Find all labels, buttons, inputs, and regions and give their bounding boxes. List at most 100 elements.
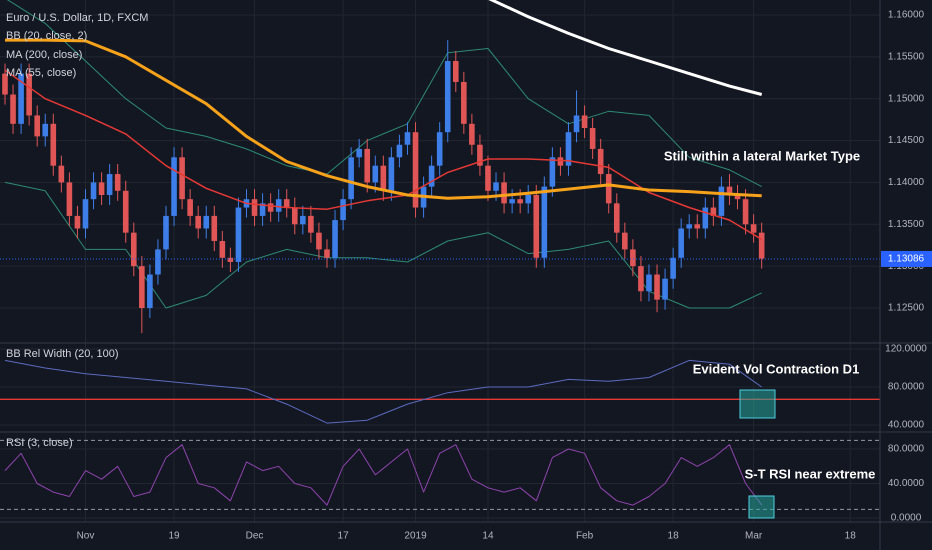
candle-body xyxy=(187,199,193,216)
candle-body xyxy=(541,186,548,258)
candle-body xyxy=(613,203,620,233)
candle-body xyxy=(130,232,137,267)
candle-body xyxy=(227,257,234,262)
candle-body xyxy=(364,148,371,183)
candle-body xyxy=(316,232,322,250)
candle-body xyxy=(114,174,121,191)
y-tick-label: 1.16000 xyxy=(888,10,925,21)
x-tick-label: 18 xyxy=(845,531,857,542)
y-tick-label: 1.14000 xyxy=(888,177,925,188)
candle-body xyxy=(444,61,451,133)
candle-body xyxy=(98,182,105,195)
candle-body xyxy=(517,199,523,204)
candle-body xyxy=(396,144,403,158)
candle-body xyxy=(26,73,32,116)
annotation: S-T RSI near extreme xyxy=(745,466,876,481)
x-tick-label: 17 xyxy=(338,531,350,542)
y-tick-label: 1.14500 xyxy=(888,135,925,146)
candle-body xyxy=(90,182,97,200)
candle-body xyxy=(726,186,733,195)
candle-body xyxy=(203,215,210,229)
legend-entry: MA (200, close) xyxy=(6,49,82,61)
y-tick-label: 1.13500 xyxy=(888,219,925,230)
candle-body xyxy=(42,123,49,137)
candle-body xyxy=(106,174,113,195)
candle-body xyxy=(251,199,258,216)
x-tick-label: 19 xyxy=(168,531,180,542)
candle-body xyxy=(686,224,693,229)
x-tick-label: Dec xyxy=(246,531,264,542)
candle-body xyxy=(589,128,596,149)
indicator-line xyxy=(4,359,762,424)
candle-body xyxy=(66,182,73,216)
chart-title: Euro / U.S. Dollar, 1D, FXCM xyxy=(6,12,148,24)
candle-body xyxy=(308,215,314,233)
candle-body xyxy=(702,207,709,229)
pane-title: BB Rel Width (20, 100) xyxy=(6,348,119,360)
highlight-box xyxy=(739,389,776,419)
candle-body xyxy=(573,115,580,133)
candle-body xyxy=(718,186,725,216)
plot xyxy=(0,0,880,510)
candle-body xyxy=(356,148,362,158)
candle-body xyxy=(662,278,668,300)
candle-body xyxy=(710,207,717,216)
candle-body xyxy=(557,157,564,166)
candle-body xyxy=(211,215,218,242)
candle-body xyxy=(283,199,290,208)
y-tick-label: 40.0000 xyxy=(888,478,925,489)
candle-body xyxy=(533,194,540,258)
y-tick-label: 1.15000 xyxy=(888,93,925,104)
candle-body xyxy=(565,132,572,166)
candle-body xyxy=(404,132,411,145)
candle-body xyxy=(461,81,467,124)
candle-body xyxy=(348,157,354,200)
candle-body xyxy=(171,157,177,216)
candle-body xyxy=(622,232,628,250)
candle-body xyxy=(74,215,81,229)
candle-body xyxy=(742,199,749,225)
candle-body xyxy=(50,123,57,166)
candle-body xyxy=(694,224,701,229)
candle-body xyxy=(605,174,612,204)
candle-body xyxy=(646,274,652,292)
legend-entry: MA (55, close) xyxy=(6,67,76,79)
candle-body xyxy=(630,249,636,267)
candle-body xyxy=(10,94,16,124)
candle-body xyxy=(509,199,515,204)
candle-body xyxy=(372,165,379,183)
candle-body xyxy=(163,215,169,250)
candle-body xyxy=(18,73,24,124)
y-tick-label: 40.0000 xyxy=(888,420,925,431)
pane-title: RSI (3, close) xyxy=(6,437,73,449)
candle-body xyxy=(179,157,185,200)
y-tick-label: 80.0000 xyxy=(888,382,925,393)
last-price-tag xyxy=(881,250,932,267)
candle-body xyxy=(291,207,298,225)
candle-body xyxy=(758,232,765,259)
candle-body xyxy=(219,241,226,258)
y-tick-label: 120.0000 xyxy=(885,344,927,355)
candle-body xyxy=(139,266,145,309)
candle-body xyxy=(469,123,475,145)
indicator-line xyxy=(4,444,763,506)
last-price-label: 1.13086 xyxy=(888,254,925,265)
candle-body xyxy=(477,144,483,166)
candle-body xyxy=(122,190,129,233)
candle-body xyxy=(259,203,266,216)
x-tick-label: Mar xyxy=(745,531,763,542)
candle-body xyxy=(34,115,40,137)
candle-body xyxy=(235,207,242,262)
highlight-box xyxy=(748,495,775,519)
candle-body xyxy=(267,203,274,212)
legend-entry: BB (20, close, 2) xyxy=(6,30,87,42)
candle-body xyxy=(493,182,499,191)
candle-body xyxy=(195,215,201,229)
y-tick-label: 1.15500 xyxy=(888,51,925,62)
ma-line xyxy=(5,38,762,200)
candle-body xyxy=(525,194,532,204)
y-tick-label: 1.12500 xyxy=(888,303,925,314)
candle-body xyxy=(82,199,89,229)
candle-body xyxy=(388,157,395,191)
